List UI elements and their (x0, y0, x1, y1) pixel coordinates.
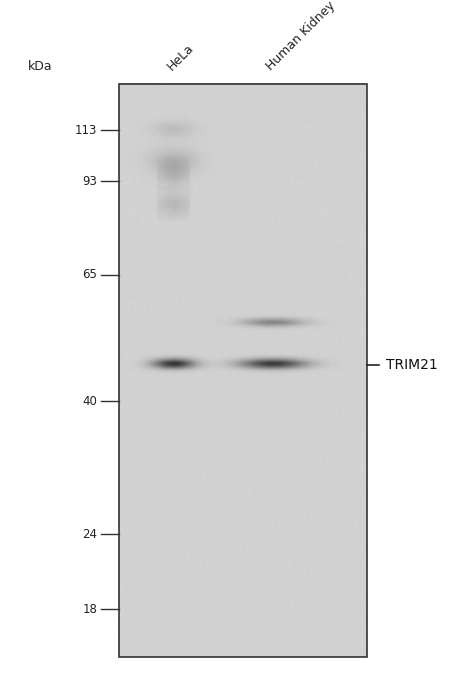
Text: 65: 65 (83, 268, 97, 281)
Text: 24: 24 (82, 528, 97, 541)
Text: 93: 93 (83, 175, 97, 187)
Text: 40: 40 (83, 395, 97, 408)
Text: 18: 18 (83, 603, 97, 616)
Text: Human Kidney: Human Kidney (264, 0, 338, 73)
Text: HeLa: HeLa (165, 42, 196, 73)
Text: 113: 113 (75, 124, 97, 137)
Text: kDa: kDa (28, 60, 52, 73)
Text: TRIM21: TRIM21 (386, 358, 437, 372)
